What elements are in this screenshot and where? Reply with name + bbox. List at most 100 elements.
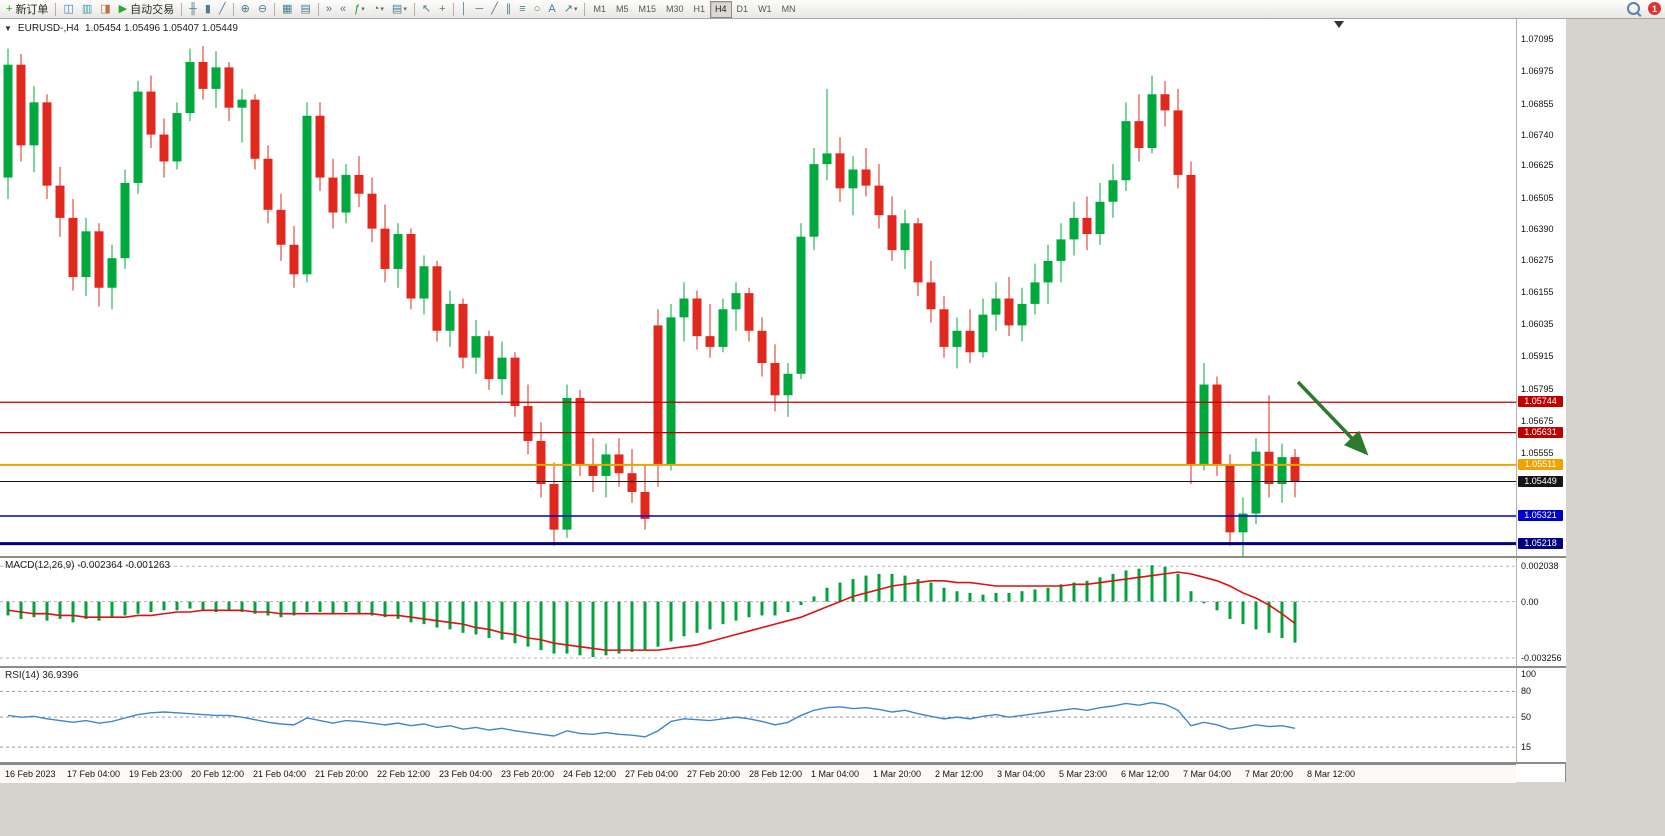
terminal-icon[interactable]: ◨ — [96, 0, 114, 19]
rsi-tick: 15 — [1521, 742, 1532, 753]
periods-icon: ◔ — [372, 2, 380, 15]
chart-shift-marker — [1334, 21, 1344, 28]
macd-chart-canvas[interactable] — [0, 558, 1516, 666]
price-tag-1.05449: 1.05449 — [1518, 475, 1563, 487]
macd-tick: 0.002038 — [1521, 561, 1559, 572]
price-chart-canvas[interactable] — [0, 19, 1516, 556]
panel-divider[interactable] — [0, 666, 1565, 668]
price-tick: 1.06505 — [1521, 192, 1554, 203]
toolbar-separator — [55, 2, 57, 16]
bar-chart-icon[interactable]: ╫ — [185, 0, 201, 19]
timeframe-m1[interactable]: M1 — [593, 4, 606, 14]
price-tag-1.05631: 1.05631 — [1518, 426, 1563, 438]
timeframe-m15[interactable]: M15 — [638, 4, 656, 14]
toolbar-separator — [181, 2, 183, 16]
chevron-down-icon: ▾ — [361, 6, 365, 13]
price-tick: 1.06390 — [1521, 223, 1554, 234]
market-watch-icon[interactable]: ◫ — [59, 0, 77, 19]
zoom-out-icon[interactable]: ⊖ — [254, 0, 271, 19]
rsi-panel[interactable]: RSI(14) 36.9396 100 80 50 15 — [0, 668, 1566, 762]
tile-windows-icon[interactable]: ▦ — [278, 0, 296, 19]
auto-trading-button[interactable]: ▶ 自动交易 — [115, 0, 178, 19]
indicators-icon: ƒ — [354, 2, 361, 15]
price-panel[interactable]: ▼ EURUSD-,H4 1.05454 1.05496 1.05407 1.0… — [0, 19, 1566, 556]
zoom-in-icon-icon: ⊕ — [240, 2, 250, 15]
toolbar-separator — [232, 2, 234, 16]
candlestick-series — [3, 45, 1300, 556]
timeframe-d1[interactable]: D1 — [736, 4, 749, 14]
notification-badge[interactable]: 1 — [1648, 2, 1661, 15]
auto-scroll-icon[interactable]: » — [322, 0, 336, 19]
chart-header: ▼ EURUSD-,H4 1.05454 1.05496 1.05407 1.0… — [4, 23, 238, 34]
rsi-line — [7, 701, 1296, 738]
zoom-in-icon[interactable]: ⊕ — [237, 0, 254, 19]
timeframe-mn[interactable]: MN — [781, 4, 796, 14]
time-label: 23 Feb 04:00 — [439, 769, 493, 779]
channel-icon[interactable]: ∥ — [502, 0, 516, 19]
line-chart-icon[interactable]: ╱ — [215, 0, 230, 19]
price-tick: 1.06155 — [1521, 286, 1554, 297]
cursor-icon-icon: ↖ — [421, 2, 432, 15]
time-label: 1 Mar 04:00 — [811, 769, 860, 779]
cascade-windows-icon[interactable]: ▤ — [296, 0, 314, 19]
vertical-line-icon[interactable]: │ — [457, 0, 472, 19]
chevron-down-icon: ▾ — [403, 6, 407, 13]
rsi-tick: 50 — [1521, 712, 1532, 723]
time-axis[interactable]: 16 Feb 2023 17 Feb 04:00 19 Feb 23:00 20 Fe… — [0, 764, 1516, 783]
macd-label: MACD(12,26,9) -0.002364 -0.001263 — [5, 560, 171, 571]
arrows-icon: ↗ — [563, 2, 573, 15]
cursor-icon[interactable]: ↖ — [418, 0, 435, 19]
rsi-chart-canvas[interactable] — [0, 668, 1516, 762]
fibonacci-icon[interactable]: ≡ — [515, 0, 529, 19]
price-axis[interactable]: 1.07095 1.06975 1.06855 1.06740 1.06625 1.065… — [1516, 19, 1566, 556]
channel-icon-icon: ∥ — [505, 2, 512, 15]
time-label: 19 Feb 23:00 — [129, 769, 183, 779]
one-click-trading-toggle[interactable]: ▼ — [4, 24, 12, 33]
shapes-icon[interactable]: ○ — [530, 0, 545, 19]
main-toolbar: + 新订单 ◫ ▥ ◨ ▶ 自动交易 ╫ ▮ ╱ ⊕ ⊖ ▦ ▤» «ƒ ▾ ◔ ▾ ▤ ▾ ↖ + │ ─ ╱ ∥ ≡ ○ A ↗ ▾ M1… — [0, 0, 1665, 19]
panel-divider[interactable] — [0, 556, 1565, 558]
horizontal-line-icon[interactable]: ─ — [471, 0, 487, 19]
trend-arrow-annotation — [1296, 380, 1369, 456]
chart-shift-icon[interactable]: « — [336, 0, 350, 19]
timeframe-w1[interactable]: W1 — [758, 4, 772, 14]
candlestick-chart-icon[interactable]: ▮ — [201, 0, 215, 19]
crosshair-icon[interactable]: + — [435, 0, 449, 19]
chevron-down-icon: ▾ — [380, 6, 384, 13]
timeframe-h1[interactable]: H1 — [693, 4, 706, 14]
macd-axis[interactable]: 0.002038 0.00 -0.003256 — [1516, 558, 1566, 666]
time-label: 28 Feb 12:00 — [749, 769, 803, 779]
macd-tick: 0.00 — [1521, 596, 1539, 607]
indicators-dropdown[interactable]: ƒ ▾ — [350, 0, 369, 19]
toolbar-separator — [584, 2, 586, 16]
toolbar-separator — [413, 2, 415, 16]
time-label: 27 Feb 04:00 — [625, 769, 679, 779]
time-label: 16 Feb 2023 — [5, 769, 56, 779]
cascade-windows-icon-icon: ▤ — [300, 2, 311, 15]
price-tick: 1.06975 — [1521, 66, 1554, 77]
zoom-out-icon-icon: ⊖ — [257, 2, 268, 15]
symbol-label: EURUSD-,H4 — [17, 23, 80, 34]
price-tick: 1.06740 — [1521, 129, 1554, 140]
macd-tick: -0.003256 — [1521, 653, 1562, 664]
arrows-dropdown[interactable]: ↗ ▾ — [560, 0, 582, 19]
time-label: 21 Feb 20:00 — [315, 769, 369, 779]
rsi-axis[interactable]: 100 80 50 15 — [1516, 668, 1566, 762]
trendline-icon[interactable]: ╱ — [487, 0, 502, 19]
templates-dropdown[interactable]: ▤ ▾ — [388, 0, 411, 19]
panel-divider[interactable] — [0, 762, 1565, 764]
timeframe-m5[interactable]: M5 — [615, 4, 629, 14]
new-order-button[interactable]: + 新订单 — [2, 0, 52, 19]
data-window-icon[interactable]: ▥ — [78, 0, 96, 19]
price-tick: 1.07095 — [1521, 34, 1554, 45]
timeframe-m30[interactable]: M30 — [666, 4, 684, 14]
text-label-icon[interactable]: A — [544, 0, 559, 19]
timeframe-h4[interactable]: H4 — [710, 0, 732, 18]
time-label: 2 Mar 12:00 — [935, 769, 984, 779]
periods-dropdown[interactable]: ◔ ▾ — [369, 0, 388, 19]
search-icon[interactable] — [1627, 2, 1640, 15]
rsi-label: RSI(14) 36.9396 — [5, 670, 79, 681]
line-chart-icon-icon: ╱ — [218, 2, 226, 15]
templates-icon: ▤ — [391, 2, 403, 15]
macd-panel[interactable]: MACD(12,26,9) -0.002364 -0.001263 0.0020… — [0, 558, 1566, 666]
